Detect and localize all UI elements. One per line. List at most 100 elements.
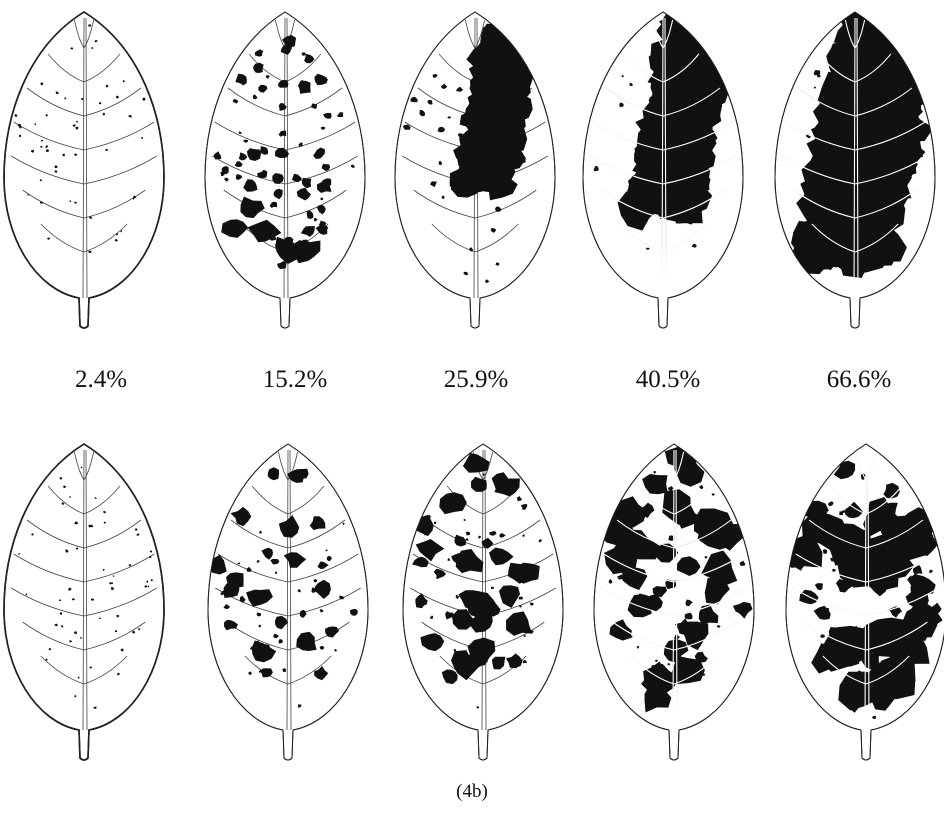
lesion bbox=[246, 148, 261, 161]
lesion bbox=[259, 146, 269, 155]
lesion bbox=[626, 562, 629, 565]
lesion bbox=[648, 186, 654, 191]
lesion bbox=[319, 646, 325, 650]
lesion bbox=[830, 557, 836, 562]
leaf-top-4 bbox=[582, 8, 744, 334]
lesion bbox=[146, 580, 149, 583]
lesion-group bbox=[213, 35, 355, 270]
leaf-outline-overlay bbox=[582, 11, 744, 329]
lesion bbox=[68, 587, 72, 591]
lesion bbox=[470, 46, 502, 72]
lesion bbox=[420, 633, 445, 652]
lesion bbox=[150, 579, 153, 582]
lesion bbox=[657, 153, 688, 179]
lesion bbox=[894, 92, 900, 97]
lesion bbox=[149, 550, 153, 553]
lesion bbox=[132, 630, 135, 634]
lesion bbox=[350, 608, 358, 616]
lesion bbox=[238, 152, 248, 161]
lesion bbox=[256, 612, 262, 617]
lesion bbox=[706, 518, 710, 521]
lesion bbox=[739, 560, 746, 566]
lesion bbox=[802, 525, 813, 534]
lesion bbox=[503, 73, 530, 92]
lesion bbox=[62, 153, 66, 157]
lesion bbox=[301, 177, 312, 189]
lesion bbox=[692, 16, 720, 42]
lesion bbox=[929, 569, 933, 574]
lesion bbox=[488, 158, 493, 163]
lesion bbox=[60, 625, 64, 628]
lesion bbox=[318, 220, 327, 227]
lesion bbox=[642, 185, 649, 191]
lesion bbox=[455, 548, 484, 574]
lesion bbox=[449, 167, 489, 195]
leaf-outline-overlay bbox=[3, 443, 165, 761]
lesion bbox=[311, 587, 318, 593]
lesion bbox=[663, 639, 689, 664]
lesion bbox=[88, 524, 92, 528]
lesion bbox=[481, 537, 494, 549]
lesion bbox=[672, 172, 678, 178]
lesion bbox=[102, 112, 106, 116]
lesion bbox=[830, 192, 837, 200]
lesion bbox=[653, 471, 657, 474]
lesion bbox=[908, 96, 911, 99]
lesion bbox=[283, 552, 307, 568]
lesion bbox=[492, 656, 506, 670]
lesion bbox=[823, 167, 830, 172]
lesion bbox=[851, 626, 854, 629]
lesion bbox=[45, 113, 48, 117]
lesion bbox=[831, 43, 836, 48]
lesion bbox=[134, 528, 138, 531]
leaf-drawing bbox=[785, 443, 944, 761]
lesion bbox=[901, 26, 933, 66]
lesion bbox=[48, 648, 51, 651]
lesion bbox=[675, 505, 704, 529]
lesion bbox=[702, 673, 706, 676]
lesion bbox=[489, 547, 514, 566]
lesion bbox=[314, 666, 329, 681]
leaf-outline-overlay bbox=[207, 443, 369, 761]
lesion bbox=[297, 588, 301, 593]
lesion bbox=[69, 640, 72, 643]
leaf-bottom-3 bbox=[402, 440, 564, 766]
lesion bbox=[74, 631, 77, 635]
lesion bbox=[419, 109, 426, 117]
leaf-drawing bbox=[394, 11, 556, 329]
lesion bbox=[832, 568, 836, 572]
lesion bbox=[54, 165, 58, 169]
lesion bbox=[876, 684, 883, 689]
lesion-group bbox=[18, 466, 153, 709]
lesion bbox=[646, 126, 651, 130]
leaf-top-1 bbox=[3, 8, 165, 334]
lesion bbox=[282, 35, 297, 49]
lesion bbox=[706, 28, 732, 56]
lesion bbox=[833, 460, 856, 480]
leaf-outline-overlay bbox=[3, 11, 165, 329]
lesion bbox=[74, 521, 79, 525]
lesion bbox=[451, 650, 482, 681]
lesion bbox=[622, 552, 628, 558]
lesion bbox=[523, 635, 526, 638]
lesion bbox=[17, 123, 22, 127]
lesion bbox=[648, 155, 652, 159]
lesion bbox=[437, 126, 446, 133]
lesion bbox=[901, 161, 904, 164]
lesion bbox=[102, 568, 105, 571]
lesion bbox=[75, 547, 79, 550]
lesion bbox=[904, 161, 908, 165]
lesion bbox=[514, 23, 538, 44]
lesion bbox=[701, 550, 738, 587]
lesion bbox=[339, 595, 344, 600]
lesion bbox=[478, 535, 481, 539]
lesion bbox=[147, 585, 150, 588]
lesion bbox=[617, 574, 623, 580]
leaf-drawing bbox=[3, 11, 165, 329]
severity-label-1: 2.4% bbox=[74, 366, 128, 393]
lesion bbox=[318, 76, 327, 84]
lesion bbox=[30, 149, 35, 153]
lesion bbox=[465, 531, 471, 536]
lesion bbox=[515, 29, 536, 53]
lesion bbox=[47, 237, 51, 240]
